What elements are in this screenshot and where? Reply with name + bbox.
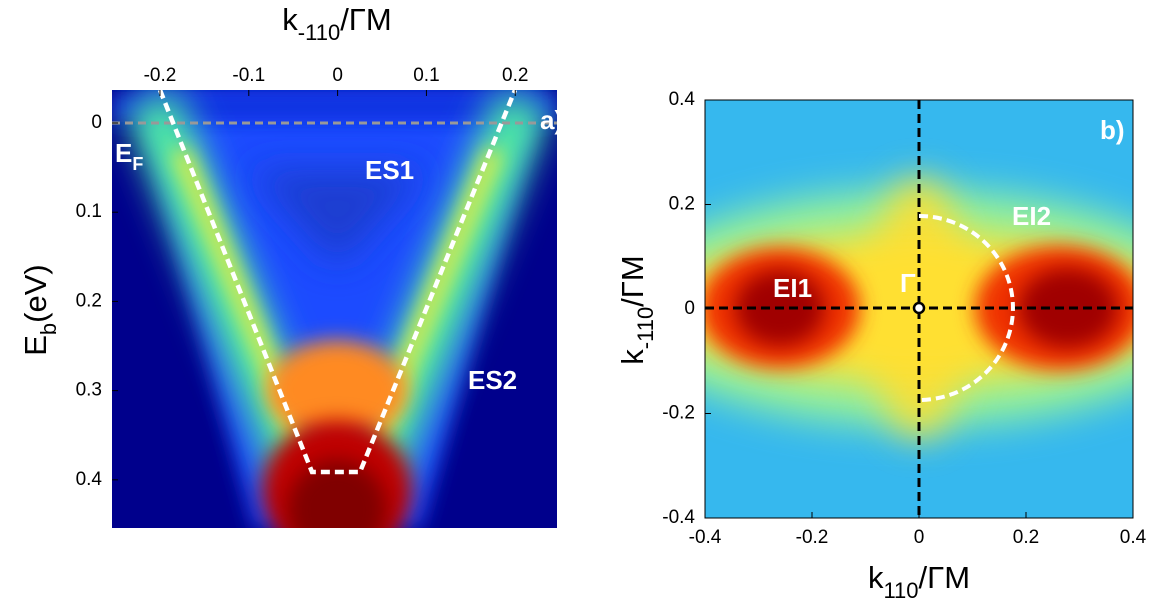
x-tick-label: -0.2 bbox=[796, 527, 829, 548]
y-tick-label: 0.2 bbox=[669, 194, 695, 215]
y-tick-label: 0 bbox=[91, 112, 102, 133]
x-tick-label: 0 bbox=[332, 65, 343, 86]
y-tick-label: -0.4 bbox=[662, 507, 695, 528]
label-part: F bbox=[132, 154, 143, 174]
y-axis-label: k-110/ΓM bbox=[615, 255, 658, 364]
y-axis-label: Eb(eV) bbox=[18, 264, 61, 356]
x-axis-label: k110/ΓM bbox=[868, 560, 970, 603]
label-part: E bbox=[115, 138, 132, 168]
label-part: b bbox=[36, 323, 61, 335]
y-tick-label: -0.2 bbox=[662, 403, 695, 424]
y-tick-label: 0.4 bbox=[669, 89, 696, 110]
annotation: a) bbox=[540, 105, 563, 135]
fermi-label: EF bbox=[115, 138, 143, 174]
annotation: Γ bbox=[900, 268, 916, 298]
y-tick-label: 0.2 bbox=[76, 290, 102, 311]
label-part: k bbox=[282, 2, 298, 37]
x-tick-label: 0.2 bbox=[502, 65, 528, 86]
x-axis-label: k-110/ΓM bbox=[282, 2, 391, 45]
heatmap-b bbox=[705, 100, 1133, 518]
y-tick-label: 0 bbox=[684, 298, 695, 319]
x-tick-label: -0.4 bbox=[689, 527, 722, 548]
label-part: 110 bbox=[883, 578, 918, 603]
annotation: ES1 bbox=[365, 155, 414, 185]
x-tick-label: 0.2 bbox=[1013, 527, 1039, 548]
y-tick-label: 0.4 bbox=[76, 469, 103, 490]
y-tick-label: 0.3 bbox=[76, 380, 102, 401]
annotation: b) bbox=[1100, 115, 1125, 145]
y-tick-label: 0.1 bbox=[76, 201, 102, 222]
label-part: k bbox=[868, 560, 884, 595]
label-part: (eV) bbox=[18, 264, 53, 323]
x-tick-label: 0.1 bbox=[413, 65, 439, 86]
label-part: -110 bbox=[298, 20, 340, 45]
x-tick-label: 0.4 bbox=[1120, 527, 1147, 548]
annotation: EI1 bbox=[773, 273, 812, 303]
x-tick-label: -0.1 bbox=[232, 65, 265, 86]
x-tick-label: 0 bbox=[914, 527, 925, 548]
label-part: -110 bbox=[633, 307, 658, 349]
annotation: ES2 bbox=[468, 365, 517, 395]
label-part: /ΓM bbox=[919, 560, 971, 595]
label-part: /ΓM bbox=[340, 2, 392, 37]
label-part: k bbox=[615, 349, 650, 365]
heatmap-a bbox=[112, 90, 557, 528]
annotation: EI2 bbox=[1012, 201, 1051, 231]
label-part: /ΓM bbox=[615, 255, 650, 307]
label-part: E bbox=[18, 335, 53, 356]
x-tick-label: -0.2 bbox=[144, 65, 177, 86]
